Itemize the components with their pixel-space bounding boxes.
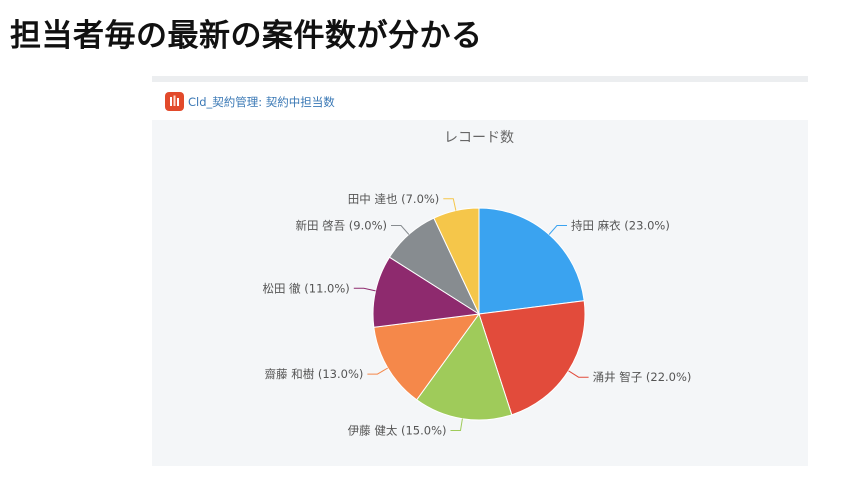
slice-connector [391, 225, 410, 235]
pie-slice[interactable] [478, 207, 585, 315]
slice-data-label: 涌井 智子 (22.0%) [593, 370, 692, 384]
pie-slice[interactable] [373, 313, 481, 401]
app-logo-icon[interactable] [165, 92, 184, 111]
slice-data-label: 田中 達也 (7.0%) [348, 192, 440, 206]
slide-title: 担当者毎の最新の案件数が分かる [10, 18, 483, 54]
pie-chart: レコード数持田 麻衣 (23.0%) 涌井 智子 (22.0%) 伊藤 健太 (15… [152, 120, 808, 466]
pie-slice[interactable] [415, 312, 513, 421]
slice-data-label: 齋藤 和樹 (13.0%) [265, 367, 364, 381]
slice-connector [548, 225, 567, 235]
report-panel: Cld_契約管理: 契約中担当数 レコード数持田 麻衣 (23.0%) 涌井 智子… [152, 76, 808, 466]
slice-connector [353, 287, 376, 292]
slice-data-label: 松田 徹 (11.0%) [262, 281, 349, 295]
slice-connector [568, 370, 589, 378]
report-title-link[interactable]: Cld_契約管理: 契約中担当数 [188, 95, 335, 109]
slice-connector [367, 367, 389, 375]
slice-data-label: 新田 啓吾 (9.0%) [296, 219, 388, 233]
slice-connector [443, 198, 457, 211]
slice-data-label: 伊藤 健太 (15.0%) [348, 424, 447, 438]
chart-title: レコード数 [444, 130, 514, 146]
panel-top-bar [152, 76, 808, 82]
pie-slice[interactable] [372, 256, 481, 328]
slice-connector [450, 418, 463, 431]
report-header: Cld_契約管理: 契約中担当数 [152, 82, 808, 120]
pie-slice[interactable] [478, 300, 586, 416]
slice-data-label: 持田 麻衣 (23.0%) [571, 219, 670, 233]
